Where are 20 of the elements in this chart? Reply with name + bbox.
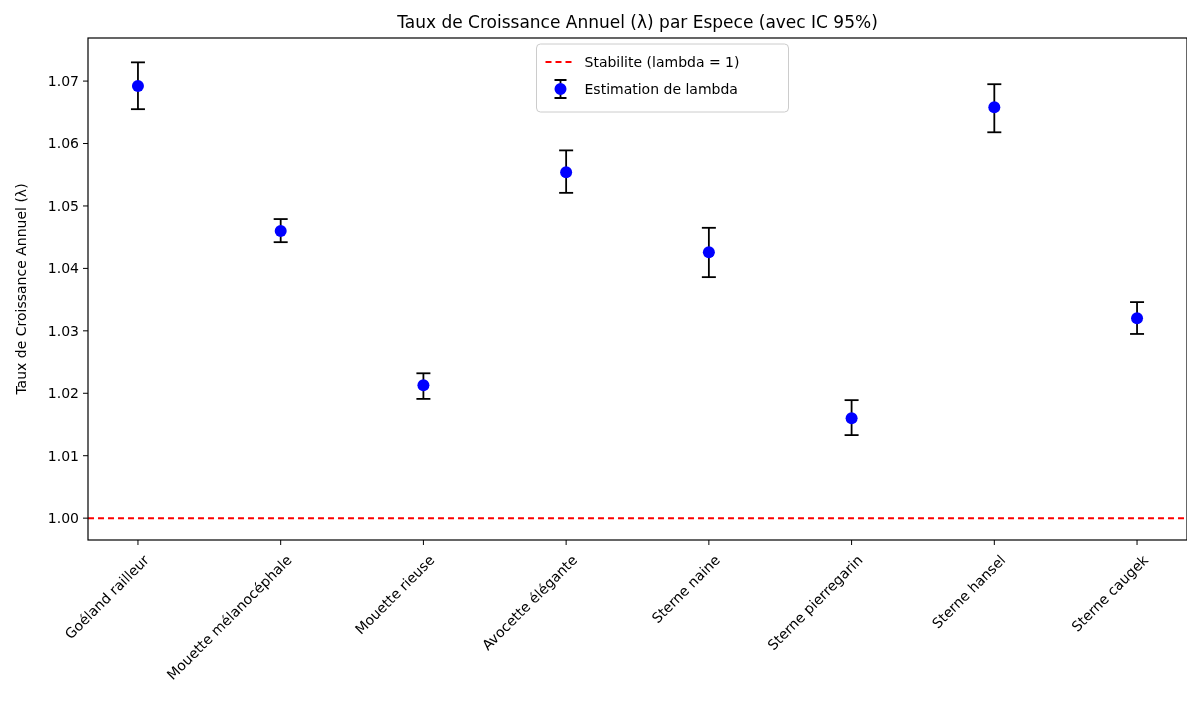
y-tick-label: 1.00 <box>47 510 79 527</box>
legend-label: Stabilite (lambda = 1) <box>584 53 740 70</box>
point <box>560 166 573 179</box>
point <box>131 80 144 93</box>
y-tick-label: 1.07 <box>47 72 79 89</box>
point <box>845 412 858 425</box>
point <box>274 224 287 237</box>
y-tick-label: 1.02 <box>47 385 79 402</box>
y-tick-label: 1.05 <box>47 197 79 214</box>
y-tick-label: 1.03 <box>47 322 79 339</box>
point <box>988 101 1001 114</box>
legend-label: Estimation de lambda <box>584 80 738 97</box>
point <box>417 379 430 392</box>
point <box>1131 312 1144 325</box>
y-tick-label: 1.01 <box>47 447 79 464</box>
y-axis-title: Taux de Croissance Annuel (λ) <box>13 183 29 396</box>
chart-title: Taux de Croissance Annuel (λ) par Espece (avec IC 95%) <box>396 12 878 32</box>
y-tick-label: 1.04 <box>47 260 80 277</box>
y-tick-label: 1.06 <box>47 135 80 152</box>
point <box>702 246 715 259</box>
